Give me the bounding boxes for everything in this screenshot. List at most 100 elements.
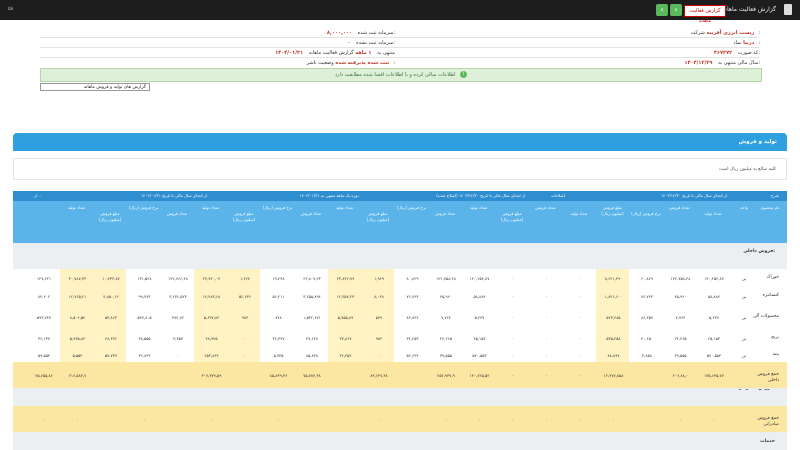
group-header: اصلاحات <box>550 193 565 198</box>
row-label: خوراک <box>766 275 779 280</box>
table-cell: ۲۴,۲۶۵ <box>439 336 452 341</box>
table-cell: ۴,۸۵۰,۶۶ <box>103 294 119 299</box>
table-cell: ۳۷,۸۶۷ <box>339 336 352 341</box>
verification-message: اطلاعات سالی کرده و با اطلاعات افشا شده … <box>334 72 456 78</box>
highlight-column <box>193 347 227 362</box>
column-header[interactable]: تعداد تولید <box>201 205 219 210</box>
highlight-column <box>93 329 126 347</box>
column-header[interactable]: تعداد تولید <box>704 211 722 216</box>
prev-arrow-icon[interactable]: ‹ <box>656 4 668 16</box>
section-row-services: خدمات <box>13 433 787 450</box>
table-cell: ۰ <box>176 352 180 358</box>
table-cell: ۲۳,۸۴۲,۷۹ <box>336 276 355 281</box>
code-label: کد صورت: <box>737 50 760 56</box>
column-header[interactable]: تعداد تولید <box>570 211 588 216</box>
info-icon: i <box>460 71 468 78</box>
table-cell: ۸۳,۶۴۷,۴۸ <box>370 373 388 378</box>
column-header[interactable]: تعداد تولید <box>335 205 353 210</box>
table-cell: ۵,۶۳۷,۸۴ <box>203 315 220 320</box>
column-header[interactable]: نرخ فروش (ریال) <box>396 205 427 210</box>
table-cell: ۰ <box>511 352 515 358</box>
table-cell: ۰ <box>578 294 582 299</box>
table-cell: ۵۶,۲۱۱ <box>272 294 285 299</box>
table-cell: ۲۳,۷۴۰,۰۴ <box>202 276 221 281</box>
table-cell: ۰ <box>545 373 548 378</box>
highlight-column <box>361 287 394 305</box>
column-header[interactable]: مبلغ فروش (میلیون ریال) <box>98 211 122 222</box>
table-cell: ۳,۲۷۶,۵۲۳ <box>169 294 187 299</box>
column-header[interactable]: تعداد تولید <box>469 205 487 210</box>
table-cell: ۰ <box>277 417 280 422</box>
column-header[interactable]: نرخ فروش (ریال) <box>128 205 159 210</box>
column-header[interactable]: مبلغ فروش (میلیون ریال) <box>232 211 256 222</box>
table-cell: ۰ <box>578 315 582 320</box>
table-cell: ۰ <box>210 417 213 422</box>
highlight-column <box>93 347 126 362</box>
column-header[interactable]: نرخ فروش (ریال) <box>631 211 661 216</box>
group-header: از ابتدای سال مالی تا تاریخ ۱۴۰۴/۰۱/۳۱ <box>140 193 207 198</box>
table-cell: ۲۵,۱۵۳ <box>707 336 720 341</box>
table-cell: ۵,۷۵۵,۸۹ <box>337 315 354 320</box>
table-cell: ۸,۶۲۱,۴۹۰ <box>604 276 623 281</box>
table-cell: ۳,۸۵۸ <box>642 352 652 358</box>
table-cell: ۲۵۲,۹۳۷,۹ <box>437 373 455 378</box>
table-cell: ۱,۹۶۹ <box>374 276 384 281</box>
table-cell: ۸۷۸ <box>275 315 282 320</box>
report-type-badge[interactable]: گزارش فعالیت ماهانه <box>684 5 726 24</box>
symbol-label: نماد: <box>733 40 760 46</box>
highlight-column <box>59 269 93 287</box>
capital-row: ۸,۰۰۰,۰۰۰ سرمایه ثبت شده: <box>327 30 395 36</box>
column-header[interactable]: تعداد فروش <box>300 211 322 216</box>
column-header[interactable]: تعداد تولید <box>67 205 85 210</box>
table-cell: ۴۷,۶۴۸ <box>305 336 318 341</box>
table-cell: ۱۴,۴۸۳,۶۸ <box>202 294 221 299</box>
table-cell: ۰ <box>243 352 247 358</box>
year-value: ۱۴۰۴/۱۲/۲۹ <box>684 60 713 66</box>
table-cell: ۰ <box>143 417 146 422</box>
highlight-column <box>59 287 93 305</box>
table-cell: ۵,۲۳۷ <box>474 315 485 320</box>
table-cell: ۷۶,۷۴۳ <box>640 294 653 299</box>
column-header[interactable]: نام محصول <box>760 205 780 210</box>
company-label: شرکت: <box>690 30 760 36</box>
year-row: ۱۴۰۴/۱۲/۲۹ سال مالی منتهی به: <box>684 60 760 66</box>
column-header[interactable]: تعداد فروش <box>535 205 556 210</box>
highlight-column <box>595 329 629 347</box>
table-cell: ۱۴۲,۷۵۸,۴۸ <box>436 276 456 281</box>
column-header[interactable]: مبلغ فروش (میلیون ریال) <box>366 211 390 222</box>
symbol-value: دزیتا <box>743 40 755 46</box>
table-cell: ۴۸,۳۷۶ <box>104 336 117 341</box>
section-row-domestic: فروش داخلی: <box>13 243 787 269</box>
table-cell: ۵,۲۳۷ <box>709 315 719 320</box>
highlight-column <box>227 305 260 329</box>
column-header[interactable]: مبلغ فروش (میلیون ریال) <box>500 211 524 222</box>
table-cell: ۱۴۰,۲۵۴,۸۷ <box>704 276 724 281</box>
table-cell: ۰ <box>578 336 582 341</box>
column-header[interactable]: نرخ فروش (ریال) <box>262 205 293 210</box>
document-icon <box>784 4 792 15</box>
table-cell: ۰ <box>76 417 79 422</box>
next-arrow-icon[interactable]: › <box>670 4 682 16</box>
production-sales-table: فروش داخلی: فروش صادراتی: خدمات خوراکتن۱… <box>13 243 787 450</box>
group-header: شرح <box>770 193 779 198</box>
table-cell: ۰ <box>511 276 515 281</box>
column-header[interactable]: تعداد فروش <box>669 205 690 210</box>
table-cell: ۹۸۲ <box>375 336 383 341</box>
highlight-column <box>227 287 260 305</box>
column-header[interactable]: تعداد فروش <box>434 211 456 216</box>
highlight-column <box>193 287 227 305</box>
column-header[interactable]: مبلغ فروش (میلیون ریال) <box>601 205 624 216</box>
table-cell: ۰ <box>578 352 582 358</box>
table-cell: ۰ <box>545 352 548 358</box>
section-label: فروش داخلی: <box>743 249 775 254</box>
row-label: محصولات آلی <box>752 314 779 319</box>
column-header[interactable]: واحد <box>740 205 748 210</box>
report-type-select[interactable]: گزارش های تولید و فروش ماهانه <box>40 83 150 91</box>
table-row: خوراک تن ۱۴۰,۲۵۴,۸۷ ۱۴۲,۷۵۸,۴۸ ۶۰,۸۲۹ ۸,۶۲۱,۴… <box>13 269 787 288</box>
table-cell: ۰ <box>545 294 548 299</box>
year-label: سال مالی منتهی به: <box>718 60 760 66</box>
table-cell: ۰ <box>243 336 247 341</box>
company-row: زیست انرژی آفرینه شرکت: <box>691 30 760 36</box>
column-header[interactable]: تعداد فروش <box>166 211 188 216</box>
table-cell: ۰ <box>578 276 582 281</box>
